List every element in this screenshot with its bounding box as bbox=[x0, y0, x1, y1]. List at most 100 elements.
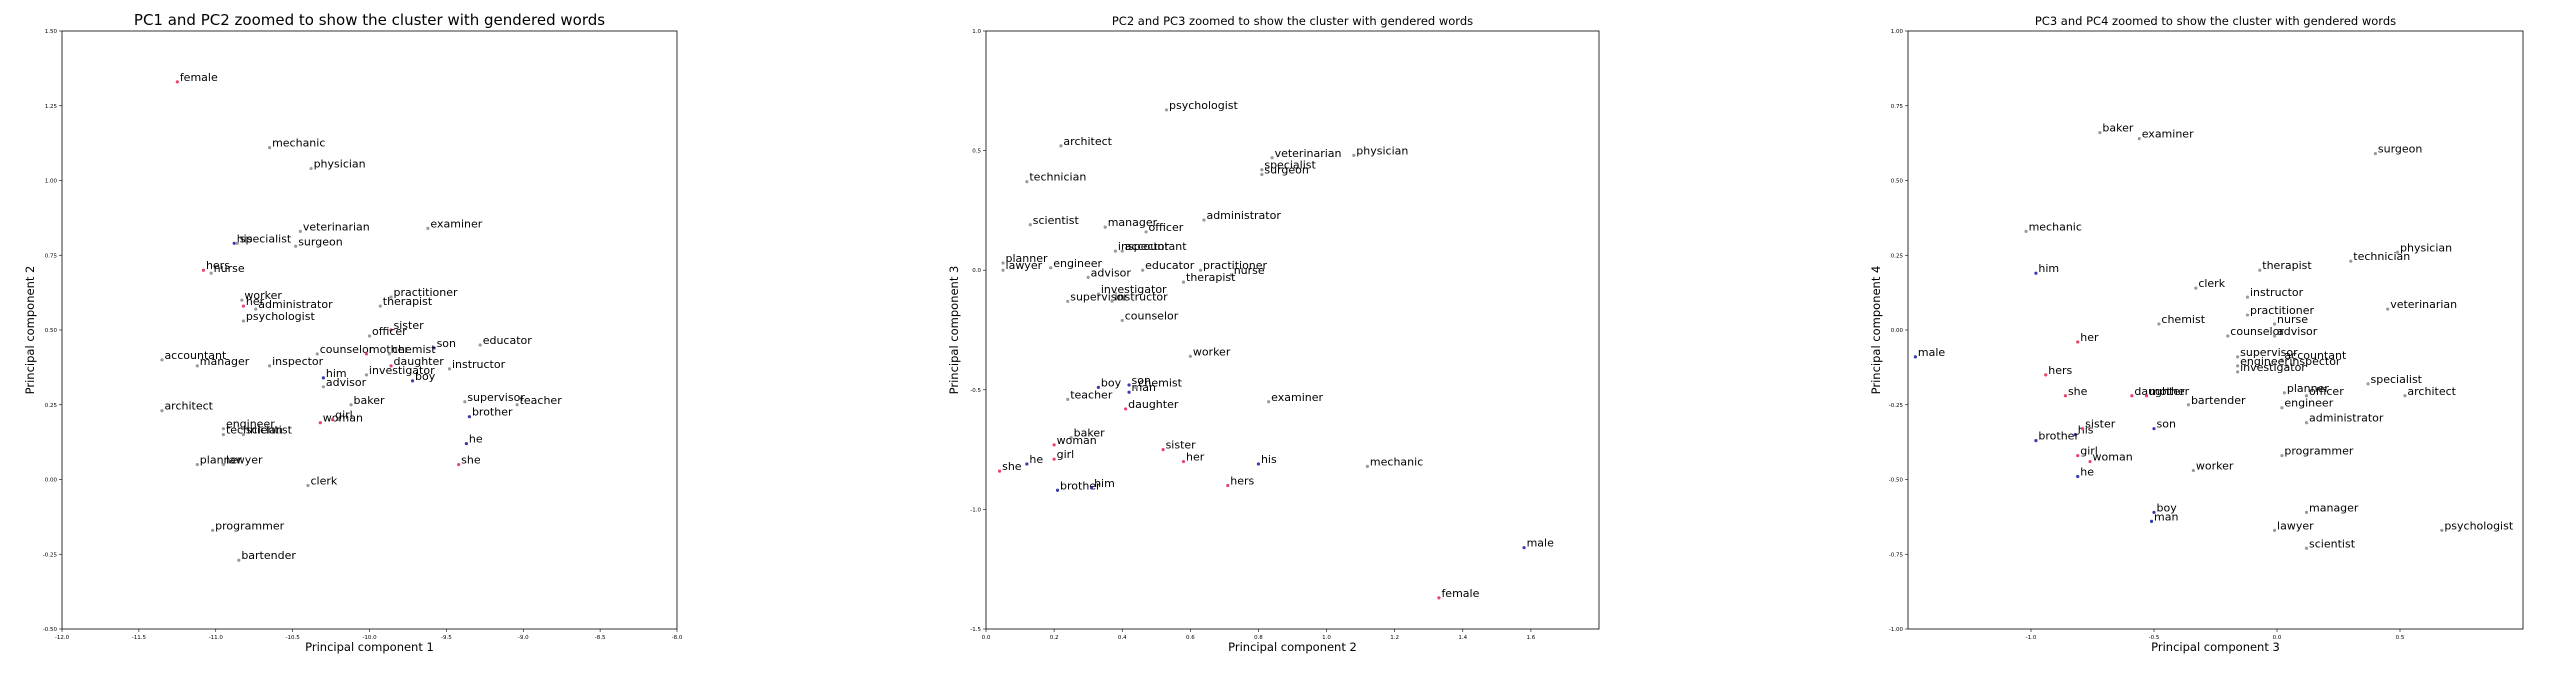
data-point bbox=[1059, 144, 1063, 148]
point-label: psychologist bbox=[246, 310, 316, 323]
data-point bbox=[2034, 439, 2038, 443]
x-tick-label: -10.0 bbox=[362, 635, 377, 641]
data-point bbox=[2366, 382, 2370, 386]
point-label: instructor bbox=[1115, 290, 1169, 303]
point-label: instructor bbox=[452, 358, 506, 371]
data-point bbox=[2076, 340, 2080, 344]
y-tick-label: 0.00 bbox=[1891, 328, 1904, 334]
data-point bbox=[1161, 448, 1165, 452]
point-label: veterinarian bbox=[303, 220, 370, 233]
data-point bbox=[2236, 364, 2240, 368]
point-label: mother bbox=[2149, 385, 2189, 398]
point-label: manager bbox=[2309, 501, 2359, 514]
point-label: physician bbox=[314, 158, 366, 171]
x-tick-label: -12.0 bbox=[55, 635, 70, 641]
data-point bbox=[1120, 318, 1124, 323]
data-point bbox=[1226, 483, 1230, 488]
data-point bbox=[2157, 322, 2161, 326]
y-tick-label: -0.5 bbox=[970, 388, 981, 394]
point-label: psychologist bbox=[1169, 99, 1239, 112]
point-label: investigator bbox=[2240, 361, 2306, 374]
point-label: educator bbox=[1145, 259, 1195, 272]
data-point bbox=[1001, 261, 1005, 265]
data-point bbox=[1127, 390, 1131, 394]
data-point bbox=[1260, 168, 1264, 172]
data-point bbox=[389, 364, 393, 368]
x-tick-label: 1.4 bbox=[1458, 635, 1467, 641]
point-label: examiner bbox=[2142, 128, 2194, 141]
x-tick-label: 0.5 bbox=[2396, 635, 2405, 641]
data-point bbox=[2304, 394, 2309, 398]
point-label: hers bbox=[206, 259, 230, 272]
point-label: sister bbox=[2085, 418, 2116, 431]
point-label: she bbox=[461, 454, 481, 467]
axis-ticks: -1.0 -0.5 0.0 0.5 -1.00 -0.75 -0.50 -0.25 0.00 0.… bbox=[1889, 29, 2405, 641]
x-tick-label: 0.4 bbox=[1118, 635, 1127, 641]
point-label: architect bbox=[1063, 135, 1112, 148]
data-point bbox=[2152, 427, 2156, 431]
point-label: woman bbox=[323, 412, 363, 425]
x-tick-label: -11.0 bbox=[209, 635, 224, 641]
point-label: planner bbox=[1006, 252, 1048, 265]
point-label: boy bbox=[2157, 501, 2178, 514]
x-tick-label: 1.6 bbox=[1527, 635, 1536, 641]
point-label: worker bbox=[244, 289, 282, 302]
point-label: daughter bbox=[1128, 398, 1179, 411]
point-label: planner bbox=[200, 454, 242, 467]
point-label: woman bbox=[2093, 451, 2133, 464]
data-point bbox=[1229, 273, 1233, 277]
point-label: female bbox=[1441, 587, 1479, 600]
point-label: administrator bbox=[2309, 412, 2384, 425]
x-tick-label: 1.2 bbox=[1390, 635, 1399, 641]
data-point bbox=[318, 421, 322, 425]
data-point bbox=[241, 319, 246, 323]
y-tick-label: 0.50 bbox=[1891, 179, 1904, 185]
y-axis-label: Principal component 2 bbox=[23, 266, 37, 395]
point-label: brother bbox=[472, 406, 513, 419]
data-point bbox=[2076, 474, 2080, 479]
data-point bbox=[2130, 394, 2134, 398]
point-label: girl bbox=[335, 409, 353, 422]
data-point bbox=[195, 364, 199, 368]
data-point bbox=[1110, 299, 1114, 303]
data-point bbox=[2236, 370, 2240, 374]
x-tick-label: 0.0 bbox=[982, 635, 991, 641]
point-label: counselor bbox=[1125, 309, 1179, 322]
data-point bbox=[2280, 358, 2284, 362]
data-point bbox=[241, 433, 246, 437]
y-tick-label: 1.0 bbox=[972, 29, 981, 35]
data-point bbox=[1086, 275, 1090, 279]
point-label: sister bbox=[1166, 439, 1197, 452]
data-point bbox=[2403, 394, 2407, 398]
data-point bbox=[2304, 421, 2309, 425]
data-point bbox=[2280, 453, 2284, 458]
point-label: inspector bbox=[272, 355, 324, 368]
point-label: programmer bbox=[2284, 445, 2353, 458]
data-point bbox=[515, 403, 519, 407]
data-point bbox=[209, 271, 213, 275]
data-point bbox=[175, 80, 179, 84]
data-point bbox=[1120, 249, 1124, 253]
data-point bbox=[1052, 457, 1056, 461]
data-point bbox=[998, 469, 1002, 473]
point-label: specialist bbox=[240, 232, 292, 245]
axis-ticks: 0.0 0.2 0.4 0.6 0.8 1.0 1.2 1.4 1.6 -1.5 -1.0 -0.5 0… bbox=[970, 29, 1535, 641]
data-point bbox=[1437, 596, 1441, 600]
point-label: lawyer bbox=[1006, 259, 1043, 272]
data-point bbox=[1055, 488, 1060, 492]
point-label: physician bbox=[1356, 144, 1408, 157]
point-label: practitioner bbox=[394, 286, 459, 299]
point-label: scientist bbox=[1033, 214, 1080, 227]
point-label: therapist bbox=[2262, 259, 2312, 272]
data-point bbox=[349, 403, 353, 407]
point-label: accountant bbox=[1125, 240, 1188, 253]
data-point bbox=[1141, 268, 1145, 272]
data-point bbox=[221, 433, 226, 437]
data-point bbox=[364, 352, 369, 356]
data-point bbox=[447, 367, 452, 371]
point-label: engineer bbox=[2240, 355, 2289, 368]
point-label: baker bbox=[2102, 122, 2133, 135]
data-point bbox=[1001, 268, 1005, 272]
point-label: scientist bbox=[2309, 537, 2356, 550]
data-point bbox=[1202, 218, 1206, 222]
